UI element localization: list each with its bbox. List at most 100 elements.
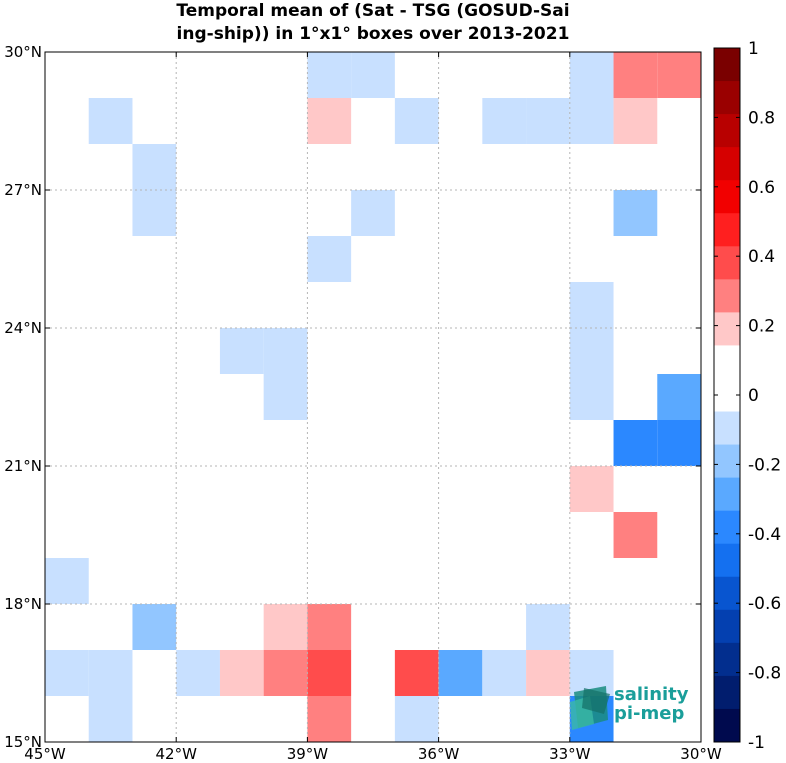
heatmap-cell	[526, 604, 570, 650]
colorbar-swatch	[714, 48, 740, 82]
heatmap-cell	[613, 52, 658, 98]
heatmap-cell	[132, 604, 177, 650]
heatmap-cell	[88, 650, 133, 696]
colorbar-swatch	[714, 576, 740, 611]
colorbar-swatch	[714, 312, 740, 346]
colorbar-swatch	[714, 411, 740, 446]
grid-layer	[45, 52, 701, 742]
heatmap-cell	[307, 604, 352, 650]
ticks-layer: 45°W 42°W 39°W 36°W 33°W 30°W 15°N 18°N 21°N 24°N…	[4, 43, 722, 763]
x-tick-label: 30°W	[680, 745, 722, 763]
heatmap-cell	[526, 98, 570, 144]
chart-title-line-2: ing-ship)) in 1°x1° boxes over 2013-2021	[176, 24, 570, 44]
heatmap-cell	[569, 282, 614, 328]
y-tick-label: 30°N	[4, 43, 42, 61]
colorbar-label: -0.8	[748, 664, 781, 684]
colorbar-swatch	[714, 378, 740, 413]
x-tick-label: 36°W	[418, 745, 460, 763]
heatmap-cell	[263, 328, 308, 374]
colorbar-label: 0.6	[748, 178, 775, 198]
colorbar-swatch	[714, 543, 740, 578]
heatmap-cell	[613, 98, 658, 144]
colorbar-label: 1	[748, 39, 759, 59]
logo-icon	[570, 686, 610, 730]
colorbar-swatch	[714, 510, 740, 545]
heatmap-cell	[569, 374, 614, 420]
y-tick-label: 15°N	[4, 733, 42, 751]
y-tick-label: 27°N	[4, 181, 42, 199]
colorbar-label: 0.2	[748, 317, 775, 337]
colorbar: 1 0.8 0.6 0.4 0.2 0 -0.2 -0.4 -0.6 -0.8 -1	[713, 39, 781, 753]
colorbar-label: -0.4	[748, 525, 781, 545]
colorbar-swatch	[714, 708, 740, 743]
heatmap-cell	[307, 98, 352, 144]
logo-text-salinity: salinity	[614, 684, 689, 705]
colorbar-swatch	[714, 279, 740, 313]
colorbar-label: 0	[748, 386, 759, 406]
heatmap-cell	[482, 650, 527, 696]
heatmap-cell	[351, 190, 395, 236]
colorbar-swatch	[714, 246, 740, 280]
colorbar-swatch	[714, 477, 740, 512]
colorbar-swatch	[714, 675, 740, 710]
colorbar-swatch	[714, 213, 740, 247]
heatmap-cell	[263, 650, 308, 696]
colorbar-label: 0.8	[748, 108, 775, 128]
heatmap-cell	[307, 236, 352, 282]
heatmap-cell	[526, 650, 570, 696]
heatmap-cell	[569, 52, 614, 98]
chart-title: Temporal mean of (Sat - TSG (GOSUD-Sai i…	[45, 0, 701, 46]
heatmap-cell	[394, 98, 439, 144]
heatmap-cell	[176, 650, 220, 696]
heatmap-cell	[569, 98, 614, 144]
chart-title-line-1: Temporal mean of (Sat - TSG (GOSUD-Sai	[176, 1, 570, 21]
colorbar-swatch	[714, 81, 740, 115]
cells-layer	[45, 52, 701, 742]
heatmap-cell	[45, 650, 89, 696]
heatmap-cell	[613, 512, 658, 558]
colorbar-label: -1	[748, 733, 765, 753]
x-tick-label: 42°W	[155, 745, 197, 763]
heatmap-cell	[657, 420, 701, 466]
heatmap-cell	[307, 696, 352, 742]
colorbar-label: 0.4	[748, 247, 775, 267]
colorbar-swatch	[714, 345, 740, 379]
heatmap-cell	[657, 374, 701, 420]
heatmap-cell	[569, 328, 614, 374]
x-tick-label: 33°W	[549, 745, 591, 763]
colorbar-swatch	[714, 642, 740, 677]
heatmap-cell	[45, 558, 89, 604]
colorbar-swatch	[714, 609, 740, 644]
heatmap-cell	[569, 466, 614, 512]
colorbar-swatch	[714, 180, 740, 214]
heatmap-cell	[88, 98, 133, 144]
y-tick-label: 18°N	[4, 595, 42, 613]
plot-frame	[44, 51, 702, 743]
colorbar-label: -0.2	[748, 455, 781, 475]
heatmap-cell	[482, 98, 527, 144]
y-tick-label: 24°N	[4, 319, 42, 337]
heatmap-cell	[394, 650, 439, 696]
heatmap-cell	[219, 328, 264, 374]
salinity-pi-mep-logo: salinity pi-mep	[568, 682, 698, 732]
colorbar-swatch	[714, 444, 740, 479]
heatmap-cell	[569, 650, 614, 696]
heatmap-cell	[263, 604, 308, 650]
x-tick-label: 45°W	[24, 745, 66, 763]
heatmap-cell	[307, 650, 352, 696]
colorbar-swatch	[714, 114, 740, 148]
heatmap-cell	[438, 650, 483, 696]
heatmap-cell	[657, 52, 701, 98]
heatmap-cell	[394, 696, 439, 742]
y-tick-label: 21°N	[4, 457, 42, 475]
heatmap-cell	[88, 696, 133, 742]
colorbar-swatch	[714, 147, 740, 181]
heatmap-cell	[219, 650, 264, 696]
heatmap-cell	[613, 190, 658, 236]
heatmap-cell	[263, 374, 308, 420]
x-tick-label: 39°W	[287, 745, 329, 763]
heatmap-cell	[613, 420, 658, 466]
heatmap-cell	[307, 52, 352, 98]
heatmap-cell	[132, 144, 177, 190]
heatmap-cell	[351, 52, 395, 98]
